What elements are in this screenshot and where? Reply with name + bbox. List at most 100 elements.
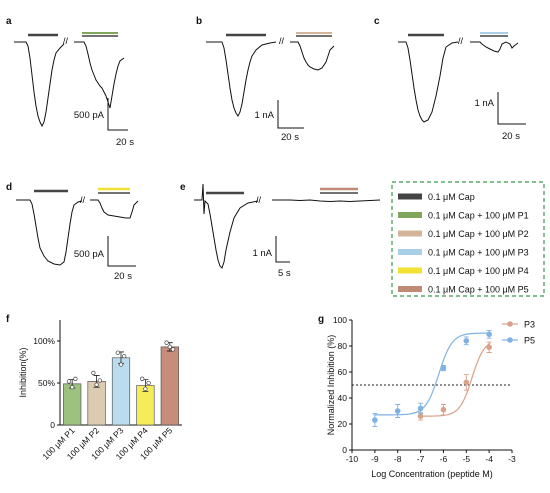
panel-e-trace-peptide [272, 199, 381, 203]
panel-c-break: // [458, 36, 464, 46]
panel-d-trace-control [16, 199, 83, 266]
panel-c-scale-x: 20 s [502, 131, 520, 142]
legend-label-4: 0.1 μM Cap + 100 μM P3 [428, 248, 529, 258]
panel-c-trace-peptide [470, 41, 519, 53]
chart-f-point [140, 376, 145, 381]
panel-d-scale-y: 500 pA [74, 249, 105, 260]
panel-a-scale-y: 500 pA [74, 110, 105, 121]
chart-g-point-P3 [486, 344, 492, 351]
panel-label-c: c [374, 16, 380, 27]
chart-f-point [122, 353, 127, 359]
chart-g-series [372, 329, 492, 428]
panel-c-trace-control [398, 41, 459, 123]
chart-g-xtick-label: -9 [371, 454, 379, 464]
panel-e-scale-y: 1 nA [252, 248, 272, 259]
panel-a-scale-x: 20 s [116, 137, 134, 148]
panel-e-traces: // 1 nA 5 s [194, 183, 381, 279]
legend-label-5: 0.1 μM Cap + 100 μM P4 [428, 266, 529, 276]
panel-c-traces: // 1 nA 20 s [398, 32, 526, 142]
panel-a-trace-peptide [74, 41, 125, 109]
chart-g-xtick-label: -6 [440, 454, 448, 464]
chart-f-point [164, 340, 169, 345]
chart-f-ylabel: Inhibition(%) [18, 347, 28, 397]
chart-g-legend-marker-P3 [507, 321, 513, 327]
panel-e-scalebar [275, 236, 290, 263]
panel-label-a: a [6, 16, 12, 27]
chart-g-ytick-label: 80 [338, 341, 348, 351]
legend-swatch-4 [398, 249, 422, 255]
chart-g-legend-label-P5: P5 [524, 336, 535, 346]
chart-f-axes: 0 50% 100% [33, 320, 182, 430]
chart-g-ytick-label: 40 [338, 393, 348, 403]
chart-g-xtick-label: -7 [417, 454, 425, 464]
panel-label-d: d [6, 182, 12, 193]
panel-b-trace-peptide [290, 41, 335, 71]
legend-label-3: 0.1 μM Cap + 100 μM P2 [428, 229, 529, 239]
chart-g-xtick-label: -8 [394, 454, 402, 464]
chart-f-bar-2 [87, 381, 106, 426]
chart-g-point-P5 [372, 417, 378, 423]
chart-g-ytick-label: 60 [338, 367, 348, 377]
chart-f-point [73, 376, 78, 381]
panel-label-b: b [196, 16, 202, 27]
chart-f-ytick-label: 50% [38, 378, 55, 388]
chart-g-xlabel: Log Concentration (peptide M) [371, 469, 493, 479]
chart-f-point [97, 378, 102, 383]
panel-c-scale-y: 1 nA [474, 98, 494, 109]
chart-f-point [70, 385, 75, 390]
panel-label-f: f [6, 314, 10, 325]
legend: 0.1 μM Cap 0.1 μM Cap + 100 μM P1 0.1 μM C… [391, 181, 545, 297]
panel-b-scale-y: 1 nA [254, 110, 274, 121]
chart-g-xtick-label: -5 [463, 454, 471, 464]
chart-g: 0 20 40 60 80 100 -10 -9 -8 -7 -6 -5 -4 -3 P3 P5 Norma… [326, 315, 535, 479]
chart-f-point [143, 386, 148, 392]
chart-g-xtick-label: -10 [346, 454, 359, 464]
chart-g-ytick-label: 0 [342, 445, 347, 455]
chart-f-points [66, 340, 176, 392]
panel-c-scalebar [497, 92, 526, 125]
panel-d-scale-x: 20 s [114, 271, 132, 282]
panel-d-break: // [80, 195, 86, 205]
chart-g-ytick-label: 20 [338, 419, 348, 429]
panel-e-trace-control [194, 183, 259, 269]
legend-swatch-3 [398, 230, 422, 237]
chart-f-point [66, 379, 72, 384]
panel-a-traces: // 500 pA 20 s [14, 32, 134, 148]
chart-g-xtick-label: -4 [485, 454, 493, 464]
legend-label-6: 0.1 μM Cap + 100 μM P5 [428, 285, 529, 295]
chart-g-point-P5 [394, 408, 401, 414]
chart-f-ytick-label: 0 [50, 420, 55, 430]
panel-d-scalebar [107, 236, 136, 267]
panel-d-trace-peptide [90, 199, 139, 219]
chart-g-legend-label-P3: P3 [524, 320, 535, 330]
chart-f-point [146, 380, 151, 386]
chart-g-ytick-label: 100 [333, 315, 347, 325]
chart-g-fit-P3 [419, 342, 491, 417]
legend-swatch-5 [398, 267, 422, 274]
chart-f-point [170, 347, 176, 352]
chart-f-point [115, 350, 120, 355]
chart-g-fit-P5 [373, 332, 491, 416]
chart-f-bar-3 [111, 357, 131, 426]
panel-e-break: // [256, 195, 262, 205]
legend-swatch-2 [398, 212, 422, 218]
chart-g-point-P5 [486, 331, 492, 338]
legend-label-2: 0.1 μM Cap + 100 μM P1 [428, 211, 529, 221]
chart-g-ylabel: Normalized Inhibition (%) [326, 335, 336, 436]
chart-f-bar-5 [160, 346, 179, 426]
chart-g-point-P5 [417, 405, 424, 412]
panel-b-break: // [279, 36, 285, 46]
panel-label-g: g [318, 314, 324, 325]
panel-d-traces: // 500 pA 20 s [16, 187, 139, 282]
chart-f-point [167, 344, 172, 350]
panel-b-trace-control [206, 41, 277, 117]
legend-swatch-6 [398, 286, 422, 292]
legend-items: 0.1 μM Cap 0.1 μM Cap + 100 μM P1 0.1 μM C… [398, 192, 529, 295]
chart-g-legend: P3 P5 [502, 320, 535, 346]
panel-b-traces: // 1 nA 20 s [206, 32, 335, 143]
chart-g-point-P5 [440, 365, 447, 371]
chart-f-point [94, 382, 99, 387]
